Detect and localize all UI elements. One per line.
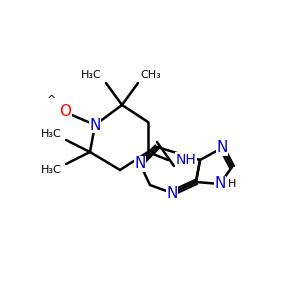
Text: N: N [134, 157, 146, 172]
Text: CH₃: CH₃ [140, 70, 161, 80]
Text: N: N [89, 118, 101, 133]
Text: H₃C: H₃C [81, 70, 102, 80]
Text: H: H [228, 179, 236, 189]
Text: NH: NH [176, 153, 197, 167]
Text: ^: ^ [47, 95, 57, 105]
Text: N: N [214, 176, 226, 191]
Text: N: N [216, 140, 228, 155]
Text: N: N [166, 185, 178, 200]
Text: H₃C: H₃C [41, 165, 62, 175]
Text: H₃C: H₃C [41, 129, 62, 139]
Text: O: O [59, 104, 71, 119]
